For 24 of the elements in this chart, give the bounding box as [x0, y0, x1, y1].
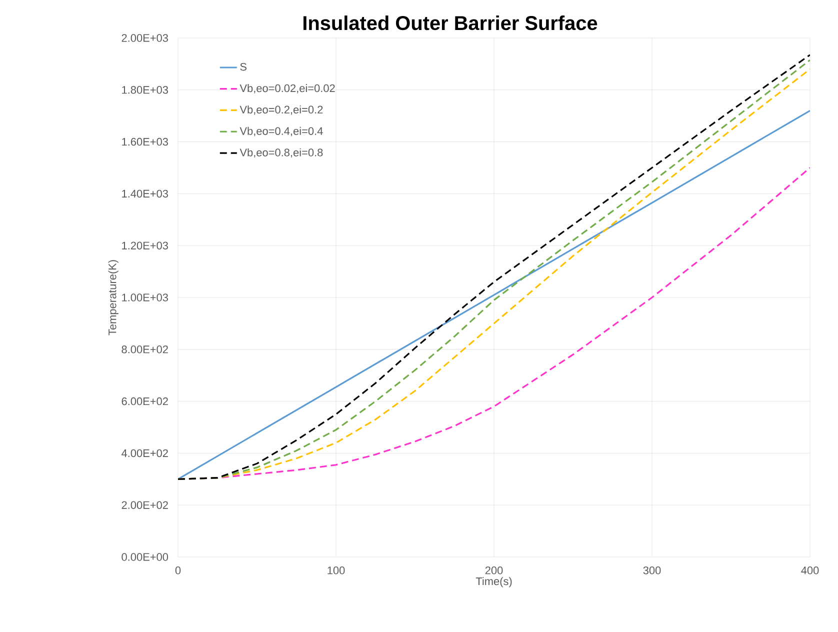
y-tick-label: 1.60E+03: [122, 138, 168, 146]
legend-label: Vb,eo=0.02,ei=0.02: [240, 84, 335, 94]
x-tick-label: 300: [643, 566, 661, 574]
y-tick-label: 4.00E+02: [122, 449, 168, 458]
y-tick-label: 1.40E+03: [122, 190, 168, 198]
legend-label: Vb,eo=0.2,ei=0.2: [240, 105, 323, 115]
y-axis-title: Temperature(K): [108, 260, 118, 336]
y-tick-label: 6.00E+02: [122, 397, 168, 406]
chart-title: Insulated Outer Barrier Surface: [304, 16, 598, 30]
y-tick-label: 1.80E+03: [122, 86, 168, 94]
x-tick-label: 100: [328, 566, 345, 574]
y-tick-label: 2.00E+03: [122, 34, 168, 42]
legend-label: Vb,eo=0.4,ei=0.4: [240, 126, 323, 136]
x-tick-label: 400: [801, 566, 819, 574]
legend-label: Vb,eo=0.8,ei=0.8: [240, 148, 323, 158]
x-tick-label: 200: [485, 566, 503, 574]
y-tick-label: 8.00E+02: [122, 346, 168, 354]
x-tick-label: 0: [175, 566, 181, 574]
x-axis-title: Time(s): [476, 577, 512, 588]
y-tick-label: 2.00E+02: [122, 501, 168, 509]
y-tick-label: 1.00E+03: [122, 294, 168, 302]
y-tick-label: 0.00E+00: [122, 553, 168, 561]
legend-label: S: [240, 62, 247, 71]
y-tick-label: 1.20E+03: [122, 242, 168, 250]
